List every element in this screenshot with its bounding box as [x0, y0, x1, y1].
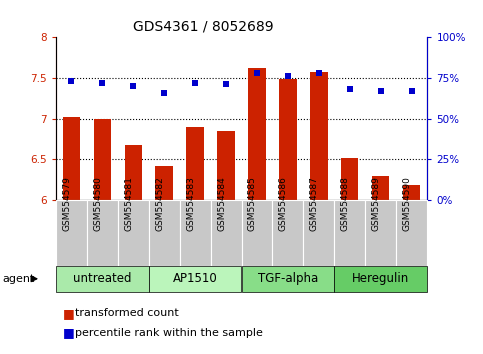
Point [408, 88, 416, 94]
Bar [372, 176, 389, 200]
Text: untreated: untreated [73, 272, 131, 285]
Bar [149, 266, 242, 292]
Bar [186, 127, 203, 200]
Text: GSM554580: GSM554580 [93, 176, 102, 231]
Point [160, 90, 168, 95]
Bar [311, 72, 327, 200]
Text: GDS4361 / 8052689: GDS4361 / 8052689 [132, 19, 273, 34]
Bar [242, 266, 334, 292]
Text: agent: agent [2, 274, 35, 284]
Point [253, 70, 261, 76]
Bar [156, 166, 172, 200]
Text: GSM554588: GSM554588 [341, 176, 350, 231]
Bar [366, 200, 397, 266]
Bar [242, 200, 272, 266]
Bar [334, 200, 366, 266]
Bar [149, 200, 180, 266]
Point [377, 88, 385, 94]
Text: TGF-alpha: TGF-alpha [258, 272, 318, 285]
Point [284, 73, 292, 79]
Bar [86, 200, 117, 266]
Bar [180, 200, 211, 266]
Text: GSM554587: GSM554587 [310, 176, 319, 231]
Text: ■: ■ [63, 307, 74, 320]
Text: percentile rank within the sample: percentile rank within the sample [75, 328, 263, 338]
Text: Heregulin: Heregulin [352, 272, 410, 285]
Bar [117, 200, 149, 266]
Bar [303, 200, 334, 266]
Point [98, 80, 106, 86]
Bar [341, 158, 358, 200]
Bar [211, 200, 242, 266]
Bar [397, 200, 427, 266]
Bar [272, 200, 303, 266]
Text: GSM554586: GSM554586 [279, 176, 288, 231]
Text: transformed count: transformed count [75, 308, 179, 318]
Text: GSM554584: GSM554584 [217, 176, 226, 231]
Point [222, 81, 230, 87]
Point [346, 86, 354, 92]
Bar [125, 145, 142, 200]
Text: AP1510: AP1510 [172, 272, 217, 285]
Text: GSM554581: GSM554581 [124, 176, 133, 231]
Bar [94, 119, 111, 200]
Text: GSM554590: GSM554590 [403, 176, 412, 231]
Text: ■: ■ [63, 326, 74, 339]
Text: GSM554582: GSM554582 [155, 176, 164, 231]
Text: GSM554583: GSM554583 [186, 176, 195, 231]
Bar [403, 185, 421, 200]
Bar [62, 117, 80, 200]
Bar [280, 79, 297, 200]
Text: GSM554589: GSM554589 [372, 176, 381, 231]
Bar [217, 131, 235, 200]
Point [67, 78, 75, 84]
Bar [56, 266, 149, 292]
Point [191, 80, 199, 86]
Bar [334, 266, 427, 292]
Text: GSM554585: GSM554585 [248, 176, 257, 231]
Text: GSM554579: GSM554579 [62, 176, 71, 231]
Bar [56, 200, 86, 266]
Point [129, 83, 137, 89]
Bar [248, 68, 266, 200]
Point [315, 70, 323, 76]
